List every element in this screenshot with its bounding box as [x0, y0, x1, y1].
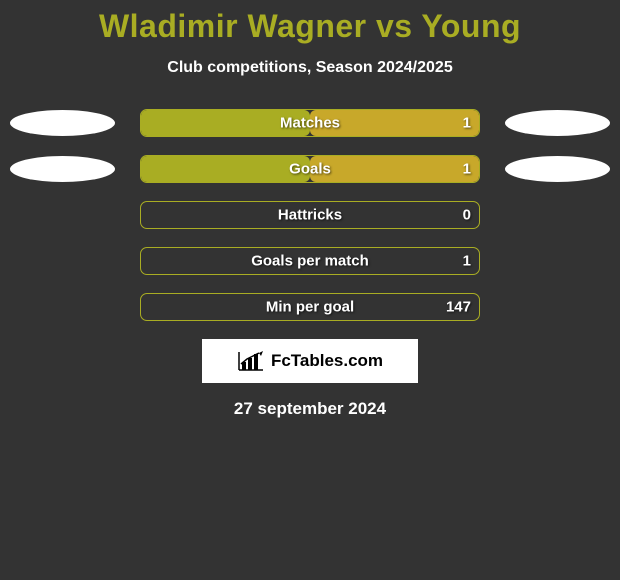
stat-row: Hattricks 0 — [0, 201, 620, 229]
stat-row: Matches 1 — [0, 109, 620, 137]
stat-value-right: 0 — [463, 207, 471, 224]
left-ellipse-placeholder — [10, 248, 115, 274]
stat-label: Min per goal — [266, 299, 354, 316]
brand-text: FcTables.com — [271, 351, 383, 371]
stat-label: Hattricks — [278, 207, 342, 224]
stat-value-right: 1 — [463, 253, 471, 270]
stat-bar: Matches 1 — [140, 109, 480, 137]
stat-value-right: 147 — [446, 299, 471, 316]
bar-fill-left — [141, 156, 310, 182]
right-ellipse-placeholder — [505, 248, 610, 274]
date-text: 27 september 2024 — [0, 399, 620, 419]
stat-bar: Goals 1 — [140, 155, 480, 183]
left-ellipse-placeholder — [10, 202, 115, 228]
stat-row: Min per goal 147 — [0, 293, 620, 321]
right-ellipse — [505, 156, 610, 182]
stat-value-right: 1 — [463, 161, 471, 178]
left-ellipse — [10, 156, 115, 182]
page-subtitle: Club competitions, Season 2024/2025 — [0, 59, 620, 77]
stat-bar: Min per goal 147 — [140, 293, 480, 321]
right-ellipse-placeholder — [505, 202, 610, 228]
stat-row: Goals per match 1 — [0, 247, 620, 275]
stat-value-right: 1 — [463, 115, 471, 132]
stat-row: Goals 1 — [0, 155, 620, 183]
comparison-card: Wladimir Wagner vs Young Club competitio… — [0, 0, 620, 419]
stat-label: Matches — [280, 115, 340, 132]
stat-label: Goals per match — [251, 253, 369, 270]
page-title: Wladimir Wagner vs Young — [0, 8, 620, 45]
stat-bar: Goals per match 1 — [140, 247, 480, 275]
stat-rows: Matches 1 Goals 1 Hattricks 0 Goals per match 1… — [0, 109, 620, 321]
left-ellipse-placeholder — [10, 294, 115, 320]
right-ellipse-placeholder — [505, 294, 610, 320]
stat-label: Goals — [289, 161, 331, 178]
right-ellipse — [505, 110, 610, 136]
bar-fill-right — [310, 156, 479, 182]
brand-box: FcTables.com — [202, 339, 418, 383]
brand-inner: FcTables.com — [237, 350, 383, 372]
brand-chart-icon — [237, 350, 265, 372]
left-ellipse — [10, 110, 115, 136]
stat-bar: Hattricks 0 — [140, 201, 480, 229]
